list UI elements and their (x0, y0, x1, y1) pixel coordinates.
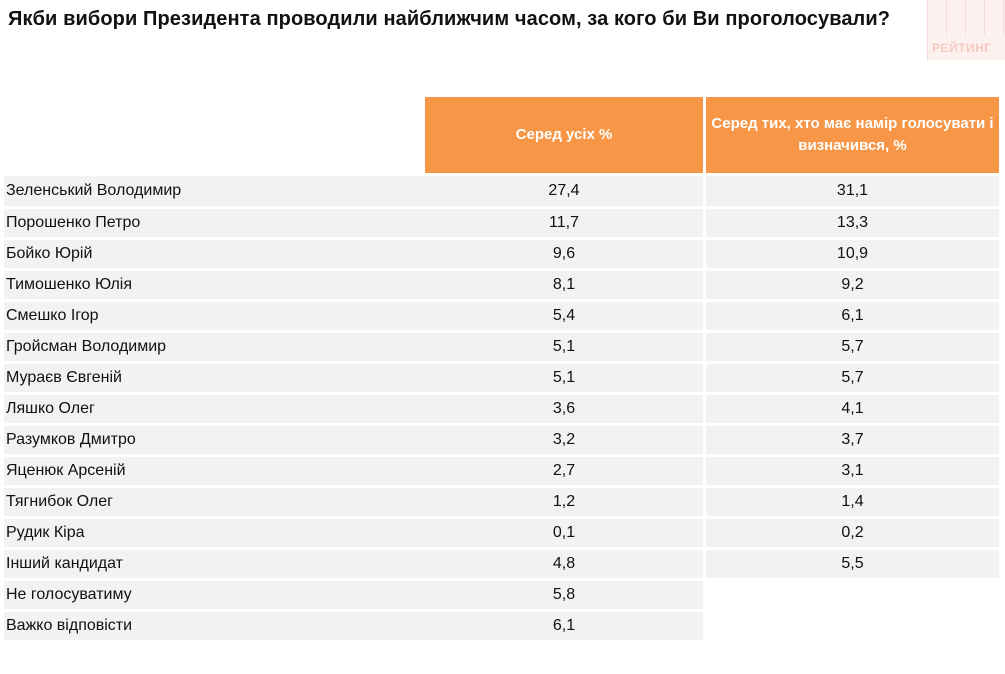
value-all: 0,1 (425, 516, 706, 547)
table-row: Інший кандидат 4,8 5,5 (4, 547, 999, 578)
candidate-name: Порошенко Петро (4, 206, 425, 237)
value-decided (706, 578, 999, 609)
value-all: 5,8 (425, 578, 706, 609)
column-header-decided: Серед тих, хто має намір голосувати і ви… (706, 97, 999, 173)
value-decided: 6,1 (706, 299, 999, 330)
value-all: 3,2 (425, 423, 706, 454)
table-row: Тягнибок Олег 1,2 1,4 (4, 485, 999, 516)
table-row: Порошенко Петро 11,7 13,3 (4, 206, 999, 237)
candidate-name: Важко відповісти (4, 609, 425, 640)
table-row: Рудик Кіра 0,1 0,2 (4, 516, 999, 547)
value-all: 3,6 (425, 392, 706, 423)
candidate-name: Мураєв Євгеній (4, 361, 425, 392)
value-all: 2,7 (425, 454, 706, 485)
candidate-name: Інший кандидат (4, 547, 425, 578)
table-body: Зеленський Володимир 27,4 31,1 Порошенко Пе… (4, 173, 999, 640)
value-all: 11,7 (425, 206, 706, 237)
value-decided: 10,9 (706, 237, 999, 268)
table-row: Смешко Ігор 5,4 6,1 (4, 299, 999, 330)
table-row: Мураєв Євгеній 5,1 5,7 (4, 361, 999, 392)
logo-text: РЕЙТИНГ (932, 41, 992, 55)
value-decided: 1,4 (706, 485, 999, 516)
candidate-name: Разумков Дмитро (4, 423, 425, 454)
value-all: 5,1 (425, 361, 706, 392)
candidate-name: Смешко Ігор (4, 299, 425, 330)
candidate-name: Ляшко Олег (4, 392, 425, 423)
table-row: Тимошенко Юлія 8,1 9,2 (4, 268, 999, 299)
value-decided: 4,1 (706, 392, 999, 423)
candidate-name: Бойко Юрій (4, 237, 425, 268)
table-row: Бойко Юрій 9,6 10,9 (4, 237, 999, 268)
table-header-row: Серед усіх % Серед тих, хто має намір го… (4, 97, 999, 173)
value-all: 8,1 (425, 268, 706, 299)
table-row: Разумков Дмитро 3,2 3,7 (4, 423, 999, 454)
candidate-name: Не голосуватиму (4, 578, 425, 609)
page-title: Якби вибори Президента проводили найближ… (8, 8, 891, 30)
candidate-name: Рудик Кіра (4, 516, 425, 547)
header-blank-cell (4, 97, 425, 173)
value-decided: 31,1 (706, 173, 999, 206)
value-decided: 5,7 (706, 330, 999, 361)
candidate-name: Тягнибок Олег (4, 485, 425, 516)
value-all: 4,8 (425, 547, 706, 578)
table-row: Важко відповісти 6,1 (4, 609, 999, 640)
value-decided: 13,3 (706, 206, 999, 237)
value-all: 27,4 (425, 173, 706, 206)
table-row: Яценюк Арсеній 2,7 3,1 (4, 454, 999, 485)
candidate-name: Гройсман Володимир (4, 330, 425, 361)
value-decided: 3,1 (706, 454, 999, 485)
table-row: Гройсман Володимир 5,1 5,7 (4, 330, 999, 361)
value-decided (706, 609, 999, 640)
value-all: 1,2 (425, 485, 706, 516)
table-row: Не голосуватиму 5,8 (4, 578, 999, 609)
value-decided: 0,2 (706, 516, 999, 547)
value-all: 6,1 (425, 609, 706, 640)
candidate-name: Яценюк Арсеній (4, 454, 425, 485)
table-row: Зеленський Володимир 27,4 31,1 (4, 173, 999, 206)
rating-logo: РЕЙТИНГ (927, 0, 1005, 60)
table-row: Ляшко Олег 3,6 4,1 (4, 392, 999, 423)
value-all: 9,6 (425, 237, 706, 268)
value-decided: 5,7 (706, 361, 999, 392)
column-header-all: Серед усіх % (425, 97, 706, 173)
value-all: 5,1 (425, 330, 706, 361)
value-all: 5,4 (425, 299, 706, 330)
poll-results-table: Серед усіх % Серед тих, хто має намір го… (4, 97, 999, 640)
candidate-name: Тимошенко Юлія (4, 268, 425, 299)
candidate-name: Зеленський Володимир (4, 173, 425, 206)
logo-pattern (928, 0, 1005, 36)
value-decided: 3,7 (706, 423, 999, 454)
value-decided: 5,5 (706, 547, 999, 578)
value-decided: 9,2 (706, 268, 999, 299)
